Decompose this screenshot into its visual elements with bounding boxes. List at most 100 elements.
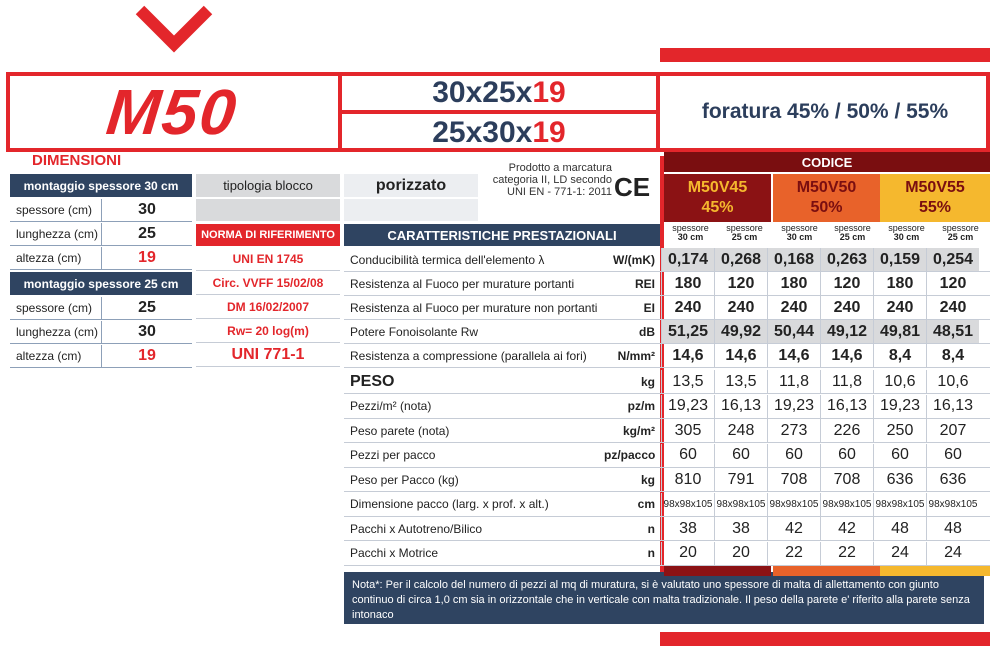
spessore-top: spessore: [834, 223, 871, 233]
table-row: Peso parete (nota) kg/m² 305 248 273 226 250 20…: [344, 419, 990, 443]
row-unit: cm: [637, 497, 655, 511]
row-label: Peso per Pacco (kg): [350, 472, 459, 487]
montaggio30-label: spessore (cm): [10, 199, 102, 222]
row-label: PESO: [350, 372, 395, 390]
logo-box: M50: [6, 72, 342, 152]
row-unit: n: [647, 546, 655, 560]
montaggio25-label: lunghezza (cm): [10, 321, 102, 344]
row-value: 98x98x105: [926, 492, 979, 516]
row-value: 22: [767, 541, 820, 565]
montaggio30-value: 25: [102, 223, 192, 246]
row-value: 14,6: [820, 344, 873, 367]
table-row: Pezzi/m² (nota) pz/m 19,23 16,13 19,23 16,13 1…: [344, 394, 990, 419]
row-value: 98x98x105: [820, 492, 873, 516]
row-value: 207: [926, 419, 979, 442]
row-value: 13,5: [714, 370, 767, 393]
table-row: Pezzi per pacco pz/pacco 60 60 60 60 60 60: [344, 443, 990, 468]
row-value: 42: [767, 517, 820, 540]
spessore-top: spessore: [942, 223, 979, 233]
row-value: 60: [714, 443, 767, 467]
row-unit: N/mm²: [617, 348, 655, 363]
row-value: 226: [820, 419, 873, 442]
row-value: 60: [820, 443, 873, 467]
table-row: Conducibilità termica dell'elemento λ W/(…: [344, 248, 990, 272]
row-unit: W/(mK): [613, 252, 655, 267]
row-value: 240: [926, 296, 979, 319]
codes-frame-left: [660, 156, 664, 576]
norma-item: UNI EN 1745: [196, 248, 340, 271]
row-value: 48,51: [926, 320, 979, 343]
codice-header: CODICE: [664, 152, 990, 172]
row-unit: kg/m²: [622, 423, 655, 438]
row-value: 708: [820, 468, 873, 491]
row-label: Resistenza al Fuoco per murature non por…: [350, 300, 598, 315]
row-value: 120: [926, 272, 979, 295]
row-value: 180: [661, 272, 714, 295]
spessore-header: spessore 30 cm: [664, 224, 717, 244]
spessore-header: spessore 30 cm: [880, 224, 933, 244]
row-value: 273: [767, 419, 820, 442]
montaggio25-value: 19: [102, 345, 192, 368]
row-unit: EI: [643, 300, 655, 315]
norma-header: NORMA DI RIFERIMENTO: [196, 224, 340, 246]
row-value: 248: [714, 419, 767, 442]
row-value: 20: [714, 541, 767, 565]
norma-item: Circ. VVFF 15/02/08: [196, 272, 340, 295]
row-value: 38: [661, 517, 714, 540]
row-value: 48: [873, 517, 926, 540]
row-value: 240: [767, 296, 820, 319]
row-unit: kg: [640, 374, 655, 389]
row-value: 49,81: [873, 320, 926, 343]
row-label: Resistenza al Fuoco per murature portant…: [350, 276, 575, 291]
code-pct: 45%: [701, 199, 734, 216]
table-row: Dimensione pacco (larg. x prof. x alt.) c…: [344, 492, 990, 517]
row-value: 10,6: [926, 370, 979, 393]
spessore-top: spessore: [726, 223, 763, 233]
code-bottom-bar: [773, 566, 880, 576]
row-unit: pz/m: [627, 399, 655, 413]
row-value: 19,23: [873, 394, 926, 418]
spessore-header: spessore 25 cm: [934, 224, 987, 244]
table-row: Pacchi x Autotreno/Bilico n 38 38 42 42 48 48: [344, 517, 990, 541]
header-frame: [6, 72, 990, 152]
dimension-a: 30x25x 19: [342, 76, 660, 114]
spessore-header: spessore 25 cm: [718, 224, 771, 244]
row-label: Peso parete (nota): [350, 423, 450, 438]
row-value: 50,44: [767, 320, 820, 343]
foratura-label: foratura 45% / 50% / 55%: [701, 100, 949, 123]
row-value: 810: [661, 468, 714, 491]
row-value: 38: [714, 517, 767, 540]
row-value: 250: [873, 419, 926, 442]
row-value: 8,4: [873, 344, 926, 367]
montaggio25-label: altezza (cm): [10, 345, 102, 368]
code-pct: 50%: [810, 199, 843, 216]
row-label: Pacchi x Motrice: [350, 546, 439, 560]
row-value: 240: [820, 296, 873, 319]
row-value: 60: [873, 443, 926, 467]
table-row: Potere Fonoisolante Rw dB 51,25 49,92 50,44 4…: [344, 320, 990, 344]
table-row: Resistenza al Fuoco per murature non por…: [344, 296, 990, 320]
row-value: 0,159: [873, 248, 926, 271]
montaggio30-label: lunghezza (cm): [10, 223, 102, 246]
row-value: 120: [820, 272, 873, 295]
row-value: 98x98x105: [661, 492, 714, 516]
row-value: 14,6: [767, 344, 820, 367]
code-name: M50V55: [905, 179, 965, 196]
table-row: Resistenza al Fuoco per murature portant…: [344, 272, 990, 296]
row-value: 14,6: [661, 344, 714, 367]
row-value: 19,23: [767, 394, 820, 418]
row-value: 16,13: [926, 394, 979, 418]
spessore-cm: 25 cm: [731, 232, 758, 242]
row-value: 8,4: [926, 344, 979, 367]
row-value: 11,8: [767, 370, 820, 393]
row-value: 120: [714, 272, 767, 295]
table-row: PESO kg 13,5 13,5 11,8 11,8 10,6 10,6: [344, 370, 990, 394]
row-value: 22: [820, 541, 873, 565]
montaggio30-label: altezza (cm): [10, 247, 102, 270]
row-unit: n: [647, 521, 655, 536]
row-value: 98x98x105: [767, 492, 820, 516]
spessore-top: spessore: [888, 223, 925, 233]
row-value: 13,5: [661, 370, 714, 393]
dimension-b: 25x30x 19: [342, 114, 660, 152]
norma-item: Rw= 20 log(m): [196, 320, 340, 343]
